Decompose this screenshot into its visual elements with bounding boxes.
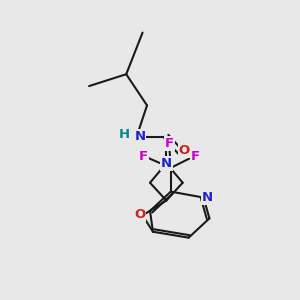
- Text: O: O: [178, 144, 190, 157]
- Text: F: F: [165, 137, 174, 150]
- Text: H: H: [119, 128, 130, 141]
- Text: F: F: [190, 150, 200, 163]
- Text: N: N: [135, 130, 146, 143]
- Text: F: F: [139, 150, 148, 163]
- Text: O: O: [135, 208, 146, 221]
- Text: N: N: [202, 191, 213, 204]
- Text: N: N: [161, 157, 172, 170]
